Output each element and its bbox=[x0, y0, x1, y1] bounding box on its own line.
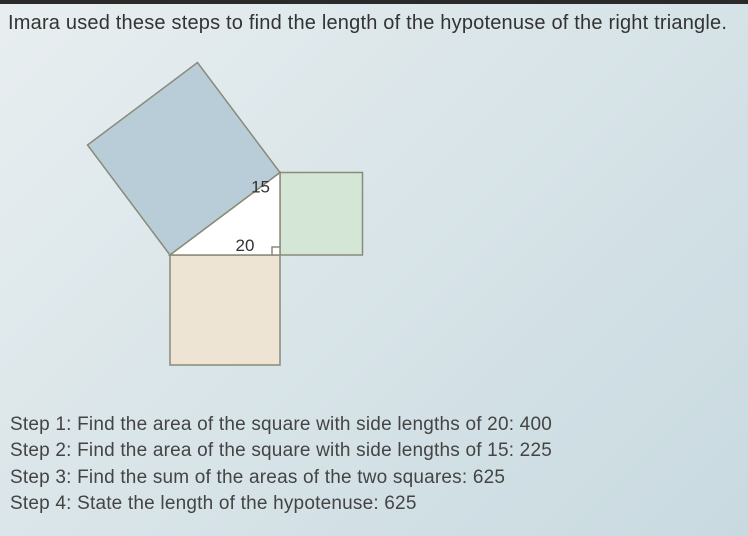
step-2: Step 2: Find the area of the square with… bbox=[10, 438, 552, 465]
step-4: Step 4: State the length of the hypotenu… bbox=[10, 491, 552, 518]
pythagorean-diagram: 1520 bbox=[70, 60, 410, 390]
square-leg-a bbox=[170, 255, 280, 365]
square-leg-b bbox=[280, 173, 363, 256]
problem-prompt: Imara used these steps to find the lengt… bbox=[8, 12, 727, 35]
step-3: Step 3: Find the sum of the areas of the… bbox=[10, 465, 552, 492]
svg-text:20: 20 bbox=[236, 236, 255, 255]
svg-text:15: 15 bbox=[251, 178, 270, 197]
diagram-svg: 1520 bbox=[70, 60, 410, 390]
top-bar bbox=[0, 0, 748, 4]
steps-list: Step 1: Find the area of the square with… bbox=[10, 412, 552, 518]
step-1: Step 1: Find the area of the square with… bbox=[10, 412, 552, 439]
